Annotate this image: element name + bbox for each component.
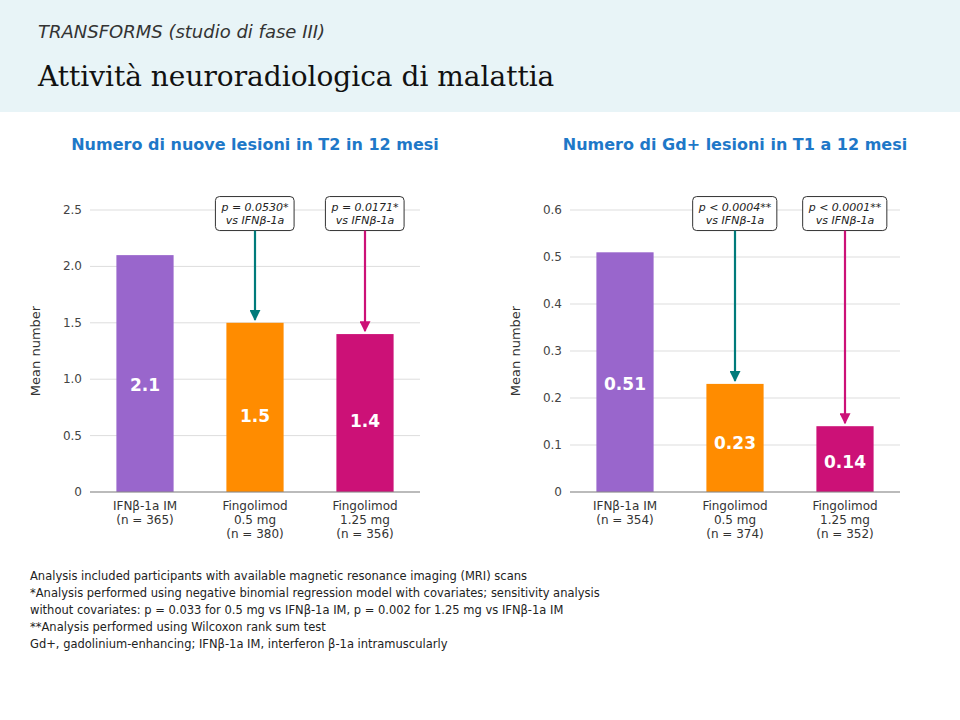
text-line: Fingolimod <box>222 499 287 513</box>
y-tick-label: 0.5 <box>543 250 562 264</box>
data-label: 0.14 <box>824 452 866 472</box>
data-label: 0.23 <box>714 433 756 453</box>
y-tick-label: 0 <box>554 485 562 499</box>
footnote: *Analysis performed using negative binom… <box>30 586 600 600</box>
text-line: vs IFNβ-1a <box>226 214 285 227</box>
header-title: Attività neuroradiologica di malattia <box>37 60 554 93</box>
data-label: 2.1 <box>130 375 160 395</box>
text-line: 0.5 mg <box>234 513 276 527</box>
y-tick-label: 0.4 <box>543 297 562 311</box>
grid-line <box>90 492 420 493</box>
x-tick-label: Fingolimod1.25 mg(n = 352) <box>812 499 877 541</box>
x-tick-label: Fingolimod0.5 mg(n = 380) <box>222 499 287 541</box>
text-line: Fingolimod <box>332 499 397 513</box>
text-line: (n = 356) <box>336 527 394 541</box>
text-line: p = 0.0530* <box>220 201 289 214</box>
chart-root: TRANSFORMS (studio di fase III) Attività … <box>0 0 960 720</box>
text-line: 1.25 mg <box>340 513 390 527</box>
y-tick-label: 1.5 <box>63 316 82 330</box>
x-tick-label: Fingolimod0.5 mg(n = 374) <box>702 499 767 541</box>
annotation-arrow <box>254 231 256 320</box>
annotation-arrow <box>734 231 736 381</box>
text-line: IFNβ-1a IM <box>113 499 177 513</box>
annotation-box <box>215 197 294 231</box>
text-line: p = 0.0171* <box>330 201 399 214</box>
text-line: (n = 380) <box>226 527 284 541</box>
x-axis-line <box>90 492 420 493</box>
text-line: Fingolimod <box>702 499 767 513</box>
bar <box>816 426 873 492</box>
text-line: vs IFNβ-1a <box>816 214 875 227</box>
footnote: Analysis included participants with avai… <box>30 569 527 583</box>
annotation-text: p < 0.0004**vs IFNβ-1a <box>698 201 772 227</box>
y-axis-label: Mean number <box>28 305 43 396</box>
header-subtitle: TRANSFORMS (studio di fase III) <box>38 21 325 42</box>
annotation: p = 0.0171*vs IFNβ-1a <box>325 197 404 231</box>
text-line: 1.25 mg <box>820 513 870 527</box>
text-line: (n = 352) <box>816 527 874 541</box>
y-tick-label: 0.3 <box>543 344 562 358</box>
bar <box>706 384 763 492</box>
y-tick-label: 0 <box>74 485 82 499</box>
y-tick-label: 0.1 <box>543 438 562 452</box>
data-label: 1.4 <box>350 411 380 431</box>
annotation-arrow <box>364 231 366 332</box>
annotation-arrow <box>844 231 846 424</box>
x-axis-line <box>570 492 900 493</box>
annotation-text: p = 0.0171*vs IFNβ-1a <box>330 201 399 227</box>
x-tick-label: IFNβ-1a IM(n = 365) <box>113 499 177 527</box>
x-tick-label: Fingolimod1.25 mg(n = 356) <box>332 499 397 541</box>
bar <box>336 334 393 492</box>
bar <box>226 323 283 492</box>
x-tick-label: IFNβ-1a IM(n = 354) <box>593 499 657 527</box>
text-line: vs IFNβ-1a <box>336 214 395 227</box>
annotation-box <box>693 197 777 231</box>
footnote: Gd+, gadolinium-enhancing; IFNβ-1a IM, i… <box>30 637 448 651</box>
bar <box>116 255 173 492</box>
y-tick-label: 0.2 <box>543 391 562 405</box>
bar <box>596 252 653 492</box>
footnote: without covariates: p = 0.033 for 0.5 mg… <box>30 603 563 617</box>
y-tick-label: 0.5 <box>63 429 82 443</box>
y-tick-label: 2.5 <box>63 203 82 217</box>
text-line: p < 0.0001** <box>808 201 882 214</box>
data-label: 0.51 <box>604 374 646 394</box>
annotation-box <box>803 197 887 231</box>
chart-title: Numero di Gd+ lesioni in T1 a 12 mesi <box>563 135 907 154</box>
text-line: 0.5 mg <box>714 513 756 527</box>
text-line: (n = 354) <box>596 513 654 527</box>
data-label: 1.5 <box>240 406 270 426</box>
y-axis-label: Mean number <box>508 305 523 396</box>
annotation-text: p < 0.0001**vs IFNβ-1a <box>808 201 882 227</box>
text-line: Fingolimod <box>812 499 877 513</box>
y-tick-label: 2.0 <box>63 259 82 273</box>
text-line: vs IFNβ-1a <box>706 214 765 227</box>
footnote: **Analysis performed using Wilcoxon rank… <box>30 620 326 634</box>
annotation: p < 0.0004**vs IFNβ-1a <box>693 197 777 231</box>
chart-title: Numero di nuove lesioni in T2 in 12 mesi <box>71 135 439 154</box>
chart-panel: Numero di nuove lesioni in T2 in 12 mesi… <box>28 135 439 541</box>
annotation: p < 0.0001**vs IFNβ-1a <box>803 197 887 231</box>
text-line: IFNβ-1a IM <box>593 499 657 513</box>
header-band <box>0 0 960 112</box>
annotation-text: p = 0.0530*vs IFNβ-1a <box>220 201 289 227</box>
text-line: p < 0.0004** <box>698 201 772 214</box>
y-tick-label: 0.6 <box>543 203 562 217</box>
y-tick-label: 1.0 <box>63 372 82 386</box>
text-line: (n = 365) <box>116 513 174 527</box>
chart-panel: Numero di Gd+ lesioni in T1 a 12 mesi 0 0.… <box>508 135 907 541</box>
annotation-box <box>325 197 404 231</box>
text-line: (n = 374) <box>706 527 764 541</box>
annotation: p = 0.0530*vs IFNβ-1a <box>215 197 294 231</box>
grid-line <box>570 492 900 493</box>
